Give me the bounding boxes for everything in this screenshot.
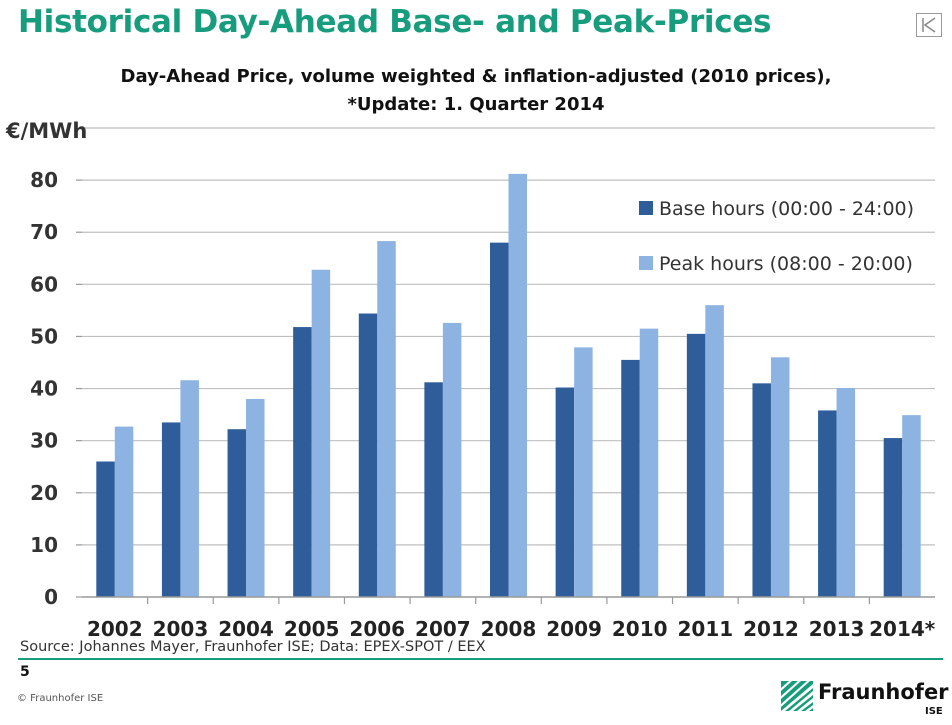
bar-peak [639, 328, 659, 597]
legend-swatch [639, 201, 653, 215]
bar-chart: 0 10 20 30 40 50 60 70 80 €/MWh 2002 2003 2004 2005 20… [5, 119, 936, 640]
x-tick-label: 2011 [678, 617, 734, 640]
bar-base [96, 461, 115, 597]
bar-peak [574, 347, 593, 597]
y-tick-label: 80 [30, 168, 58, 192]
source-note: Source: Johannes Mayer, Fraunhofer ISE; … [20, 639, 486, 655]
bar-peak [770, 357, 790, 597]
bar-base [555, 387, 575, 597]
copyright: © Fraunhofer ISE [17, 693, 104, 704]
bar-peak [180, 380, 199, 597]
bar-base [358, 313, 378, 597]
bar-base [490, 242, 509, 597]
bar-base [752, 383, 771, 597]
y-tick-label: 70 [30, 220, 58, 244]
y-tick-label: 30 [30, 429, 58, 453]
bar-peak [705, 305, 724, 597]
chart-subtitle: *Update: 1. Quarter 2014 [347, 94, 605, 115]
bar-peak [902, 415, 921, 597]
slide-title: Historical Day-Ahead Base- and Peak-Pric… [18, 4, 772, 40]
bar-base [293, 327, 312, 597]
x-tick-label: 2003 [153, 617, 209, 640]
bar-base [686, 333, 706, 597]
legend-swatch [639, 256, 653, 270]
bar-base [424, 382, 443, 597]
x-tick-label: 2007 [415, 617, 471, 640]
x-tick-label: 2009 [546, 617, 602, 640]
bar-peak [246, 398, 265, 597]
y-tick-label: 50 [30, 324, 58, 348]
x-tick-label: 2012 [743, 617, 799, 640]
y-tick-label: 40 [30, 377, 58, 401]
logo-text: Fraunhofer [818, 680, 949, 704]
x-tick-label: 2002 [87, 617, 143, 640]
y-axis-label: €/MWh [5, 119, 87, 143]
bar-base [818, 410, 837, 597]
page-number: 5 [20, 664, 30, 680]
x-tick-label: 2010 [612, 617, 668, 640]
legend-label: Peak hours (08:00 - 20:00) [659, 253, 913, 275]
bar-base [227, 429, 247, 597]
x-tick-label: 2004 [218, 617, 274, 640]
y-tick-label: 60 [30, 272, 58, 296]
y-tick-label: 10 [30, 533, 58, 557]
bar-peak [508, 173, 527, 597]
x-tick-label: 2014* [869, 617, 936, 640]
y-tick-label: 20 [30, 481, 58, 505]
fraunhofer-logo-icon [781, 681, 813, 711]
skip-to-start-icon[interactable] [916, 13, 942, 37]
logo-subtext: ISE [925, 706, 943, 717]
x-tick-label: 2006 [349, 617, 405, 640]
y-tick-label: 0 [44, 585, 58, 609]
x-tick-label: 2005 [284, 617, 340, 640]
bar-peak [442, 322, 462, 597]
bar-peak [311, 269, 331, 597]
bar-base [883, 438, 903, 597]
x-tick-label: 2008 [481, 617, 537, 640]
bar-peak [114, 426, 134, 597]
bar-peak [377, 241, 396, 597]
footer-rule [18, 658, 943, 660]
x-tick-label: 2013 [809, 617, 865, 640]
chart-title: Day-Ahead Price, volume weighted & infla… [120, 66, 832, 87]
bar-base [621, 359, 640, 597]
legend-label: Base hours (00:00 - 24:00) [659, 198, 914, 220]
bar-base [161, 422, 181, 597]
bar-peak [836, 388, 856, 597]
